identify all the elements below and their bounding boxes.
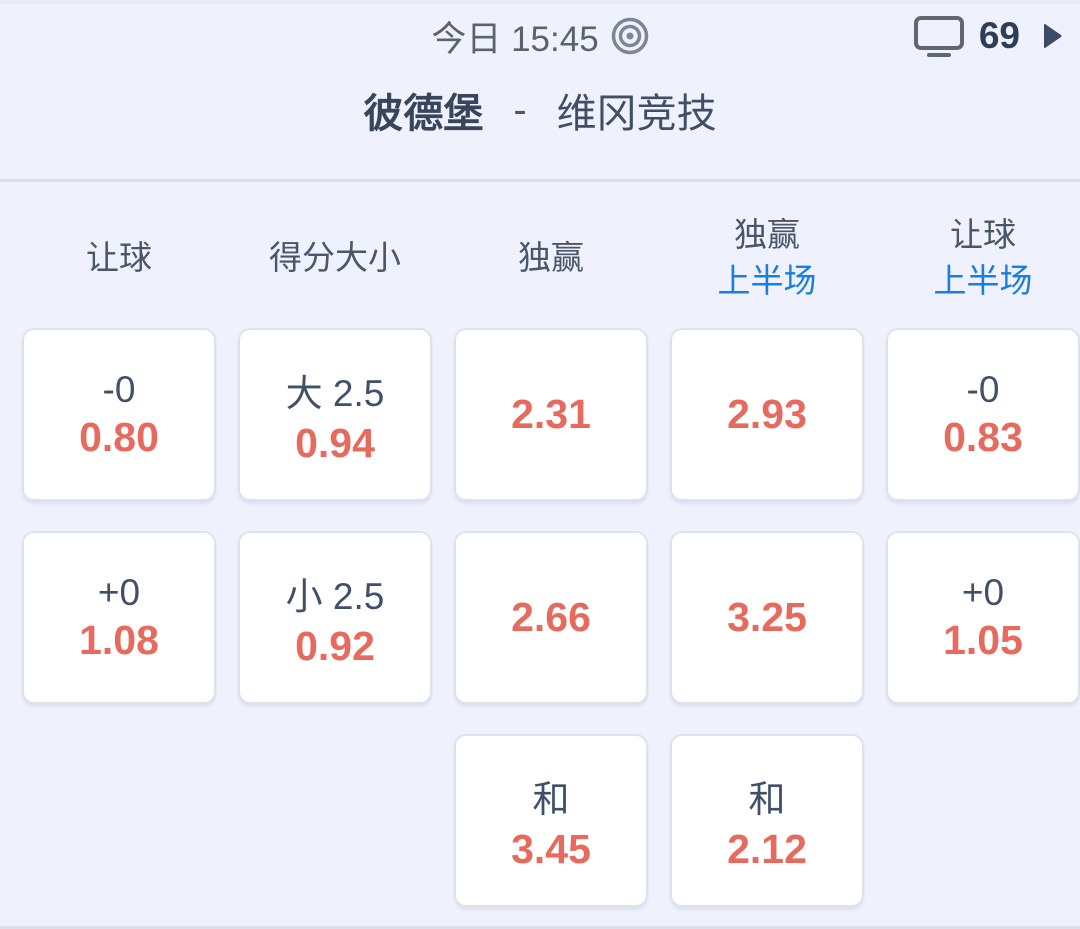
odds-card-moneyline-draw-first-half[interactable]: 和 2.12 (670, 734, 864, 907)
odds-card-handicap-away-first-half[interactable]: +0 1.05 (886, 531, 1080, 704)
monitor-icon (913, 15, 965, 57)
odds-line-label: 小 2.5 (285, 575, 385, 617)
market-label: 独赢 (734, 216, 800, 254)
bottom-divider (0, 926, 1080, 929)
odds-value: 3.45 (511, 825, 591, 872)
market-sublabel: 上半场 (933, 262, 1033, 299)
empty-cell (886, 734, 1080, 907)
match-title: 彼德堡 - 维冈竞技 (0, 82, 1080, 138)
odds-value: 0.83 (943, 413, 1023, 460)
odds-value: 0.94 (295, 419, 375, 466)
odds-card-handicap-away[interactable]: +0 1.08 (22, 531, 216, 704)
market-header-handicap: 让球 (22, 208, 216, 308)
odds-line-label: 和 (532, 778, 570, 820)
home-team-name: 彼德堡 (363, 92, 484, 136)
odds-line-label: 大 2.5 (285, 372, 385, 414)
odds-card-handicap-home-first-half[interactable]: -0 0.83 (886, 328, 1080, 501)
odds-value: 1.08 (79, 616, 159, 663)
market-header-over-under: 得分大小 (238, 208, 432, 308)
bullseye-icon (611, 17, 649, 55)
market-label: 让球 (86, 239, 152, 277)
odds-card-handicap-home[interactable]: -0 0.80 (22, 328, 216, 501)
odds-line-label: -0 (966, 368, 1000, 410)
odds-card-under[interactable]: 小 2.5 0.92 (238, 531, 432, 704)
odds-line-label: +0 (97, 571, 141, 613)
live-stream-group[interactable]: 69 (913, 4, 1064, 68)
away-team-name: 维冈竞技 (556, 92, 717, 136)
odds-value: 2.31 (511, 391, 591, 437)
odds-value: 2.93 (727, 391, 807, 437)
top-bar: 今日 15:45 69 (0, 4, 1080, 68)
odds-line-label: +0 (961, 571, 1005, 613)
market-label: 让球 (950, 216, 1016, 254)
market-header-moneyline-first-half: 独赢 上半场 (670, 208, 864, 308)
odds-line-label: -0 (102, 368, 136, 410)
section-divider (0, 179, 1080, 182)
odds-value: 0.92 (295, 622, 375, 669)
market-label: 独赢 (518, 239, 584, 277)
match-datetime: 今日 15:45 (431, 19, 599, 59)
top-edge-divider (0, 0, 1080, 4)
odds-value: 3.25 (727, 594, 807, 640)
odds-value: 2.12 (727, 825, 807, 872)
odds-card-moneyline-away-first-half[interactable]: 3.25 (670, 531, 864, 704)
odds-line-label: 和 (748, 778, 786, 820)
market-headers-row: 让球 得分大小 独赢 独赢 上半场 让球 上半场 (0, 208, 1080, 308)
stream-count: 69 (978, 15, 1020, 56)
odds-value: 1.05 (943, 616, 1023, 663)
empty-cell (22, 734, 216, 907)
odds-card-moneyline-home[interactable]: 2.31 (454, 328, 648, 501)
odds-value: 2.66 (511, 594, 591, 640)
empty-cell (238, 734, 432, 907)
odds-card-moneyline-draw[interactable]: 和 3.45 (454, 734, 648, 907)
market-header-handicap-first-half: 让球 上半场 (886, 208, 1080, 308)
odds-card-over[interactable]: 大 2.5 0.94 (238, 328, 432, 501)
title-separator: - (513, 87, 527, 132)
chevron-right-icon[interactable] (1034, 22, 1064, 50)
odds-value: 0.80 (79, 413, 159, 460)
odds-grid: -0 0.80 大 2.5 0.94 2.31 2.93 -0 0.83 +0 … (0, 328, 1080, 907)
market-sublabel: 上半场 (717, 262, 817, 299)
odds-card-moneyline-away[interactable]: 2.66 (454, 531, 648, 704)
market-label: 得分大小 (269, 239, 401, 277)
market-header-moneyline: 独赢 (454, 208, 648, 308)
match-time-group: 今日 15:45 (431, 11, 648, 62)
odds-card-moneyline-home-first-half[interactable]: 2.93 (670, 328, 864, 501)
